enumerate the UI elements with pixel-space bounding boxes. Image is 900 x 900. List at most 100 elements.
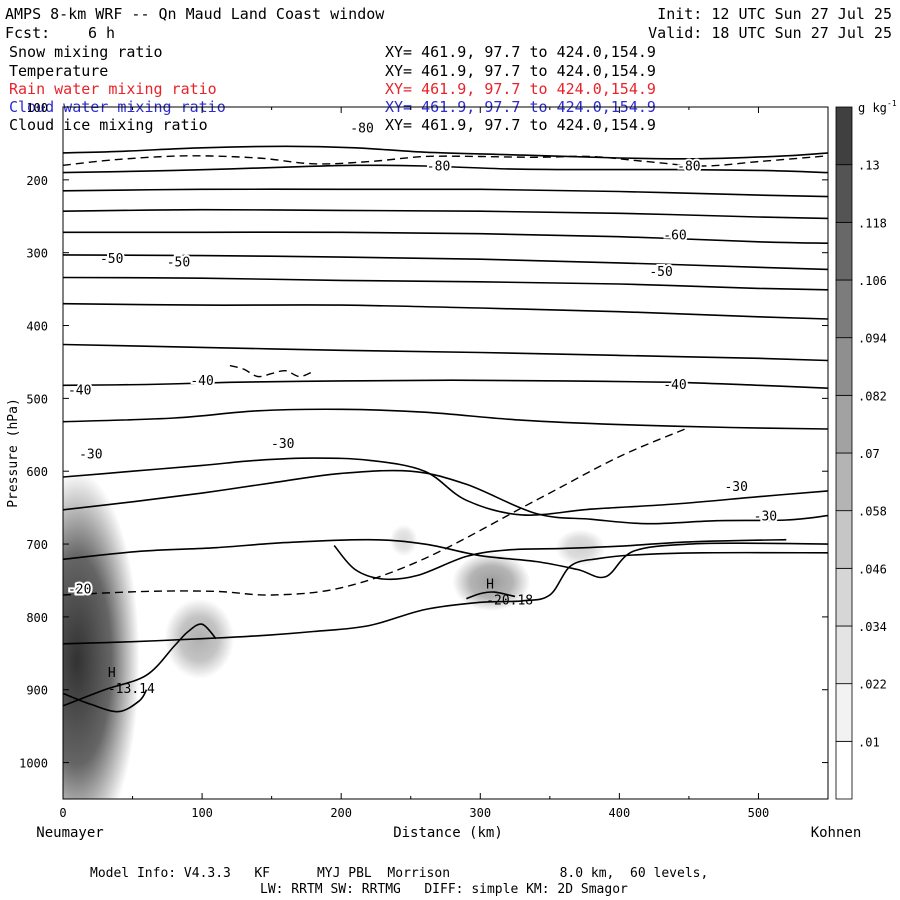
isotherm-line	[63, 551, 828, 645]
contour-label: -20	[68, 582, 91, 597]
colorbar-level-label: .106	[858, 274, 887, 288]
snow-blob	[63, 471, 140, 799]
isotherm-line	[63, 145, 828, 160]
y-axis-label: Pressure (hPa)	[6, 398, 21, 508]
cloud-ice-contour	[229, 364, 314, 378]
field-xy-rain: XY= 461.9, 97.7 to 424.0,154.9	[385, 80, 656, 98]
isotherm-line	[466, 591, 516, 600]
isotherm-line	[63, 538, 828, 579]
extremum-value: -20.18	[486, 593, 533, 608]
forecast-label: Fcst:	[5, 24, 51, 42]
isotherm-line	[63, 164, 828, 174]
isotherm-line	[63, 208, 828, 220]
extremum-mark: H	[486, 577, 494, 592]
field-name-rain: Rain water mixing ratio	[9, 80, 217, 98]
y-tick-label: 700	[26, 538, 48, 552]
colorbar-swatch	[835, 683, 853, 742]
x-tick-label: 100	[191, 806, 213, 820]
cloud-ice-contour	[63, 426, 690, 596]
axes: 0 100 200 300 400 500 100 200 300 400 500 600 700 800…	[19, 101, 828, 820]
colorbar-level-label: .034	[858, 620, 887, 634]
contour-label: -40	[190, 374, 213, 389]
y-tick-label: 600	[26, 465, 48, 479]
field-name-temperature: Temperature	[9, 62, 109, 80]
isotherm-line	[63, 469, 828, 525]
extremum-mark: H	[108, 666, 116, 681]
isotherm-line	[63, 689, 148, 713]
contour-label: -80	[677, 159, 700, 174]
field-name-snow: Snow mixing ratio	[9, 43, 163, 61]
colorbar-unit-exponent: -1	[887, 99, 897, 108]
valid-time: Valid: 18 UTC Sun 27 Jul 25	[648, 24, 892, 42]
isotherm-line	[63, 379, 828, 389]
colorbar-level-label: .022	[858, 678, 887, 692]
contour-label: -30	[79, 448, 102, 463]
isotherm-line	[333, 538, 787, 581]
temperature-contours	[63, 145, 828, 713]
cloud-ice-contours	[63, 155, 828, 596]
contour-labels: -80 -80 -80 -60 -50 -50 -50 -40 -40 -40 -30 -30 -30 -…	[66, 119, 779, 697]
cloud-ice-contour	[63, 155, 828, 167]
y-tick-label: 400	[26, 320, 48, 334]
field-name-cloud-ice: Cloud ice mixing ratio	[9, 116, 208, 134]
x-tick-label: 500	[748, 806, 770, 820]
contour-label: -50	[100, 252, 123, 267]
snow-mixing-ratio-shading	[63, 471, 606, 799]
y-tick-label: 1000	[19, 757, 48, 771]
x-left-station: Neumayer	[36, 825, 103, 841]
colorbar-level-label: .082	[858, 389, 887, 403]
contour-label: -50	[649, 265, 672, 280]
contour-label: -40	[68, 384, 91, 399]
colorbar-swatch	[835, 337, 853, 396]
y-tick-label: 900	[26, 684, 48, 698]
field-xy-snow: XY= 461.9, 97.7 to 424.0,154.9	[385, 43, 656, 61]
isotherm-line	[63, 276, 828, 291]
colorbar-level-label: .07	[858, 447, 880, 461]
model-info-line2: LW: RRTM SW: RRTMG DIFF: simple KM: 2D S…	[260, 882, 628, 897]
isotherm-line	[63, 188, 828, 198]
colorbar: .01 .022 .034 .046 .058 .07 .082 .094 .106 .118 .1…	[835, 99, 897, 800]
y-tick-label: 500	[26, 392, 48, 406]
colorbar-swatch	[835, 567, 853, 627]
y-tick-label: 100	[26, 101, 48, 115]
colorbar-level-label: .058	[858, 505, 887, 519]
snow-blob	[389, 524, 418, 557]
isotherm-line	[63, 231, 828, 244]
contour-label: -80	[350, 121, 373, 136]
colorbar-unit: g kg	[858, 101, 887, 115]
colorbar-level-label: .118	[858, 216, 887, 230]
x-tick-label: 200	[330, 806, 352, 820]
colorbar-level-label: .094	[858, 332, 887, 346]
field-xy-temperature: XY= 461.9, 97.7 to 424.0,154.9	[385, 62, 656, 80]
init-time: Init: 12 UTC Sun 27 Jul 25	[657, 5, 892, 23]
y-tick-label: 800	[26, 611, 48, 625]
isotherm-line	[63, 623, 217, 707]
colorbar-swatch	[835, 625, 853, 685]
contour-label: -80	[427, 159, 450, 174]
y-tick-label: 200	[26, 174, 48, 188]
colorbar-level-label: .13	[858, 159, 880, 173]
colorbar-swatch	[835, 221, 853, 281]
colorbar-swatch	[835, 510, 853, 569]
contour-label: -50	[167, 255, 190, 270]
contour-label: -30	[271, 437, 294, 452]
plot-frame	[62, 106, 829, 800]
isotherm-line	[63, 302, 828, 320]
contour-label: -60	[663, 228, 686, 243]
isotherm-line	[63, 408, 828, 430]
x-tick-label: 0	[59, 806, 66, 820]
colorbar-level-label: .046	[858, 562, 887, 576]
contour-label: -40	[663, 378, 686, 393]
isotherm-line	[63, 254, 828, 271]
colorbar-swatch	[835, 452, 853, 512]
forecast-value: 6 h	[88, 24, 116, 42]
y-tick-label: 300	[26, 247, 48, 261]
chart-title: AMPS 8-km WRF -- Qn Maud Land Coast wind…	[5, 5, 385, 23]
colorbar-swatch	[835, 394, 853, 454]
contour-label: -30	[754, 510, 777, 525]
extremum-value: -13.14	[108, 682, 155, 697]
colorbar-swatch	[835, 164, 853, 223]
colorbar-swatch	[835, 106, 853, 166]
x-axis-label: Distance (km)	[393, 825, 503, 841]
